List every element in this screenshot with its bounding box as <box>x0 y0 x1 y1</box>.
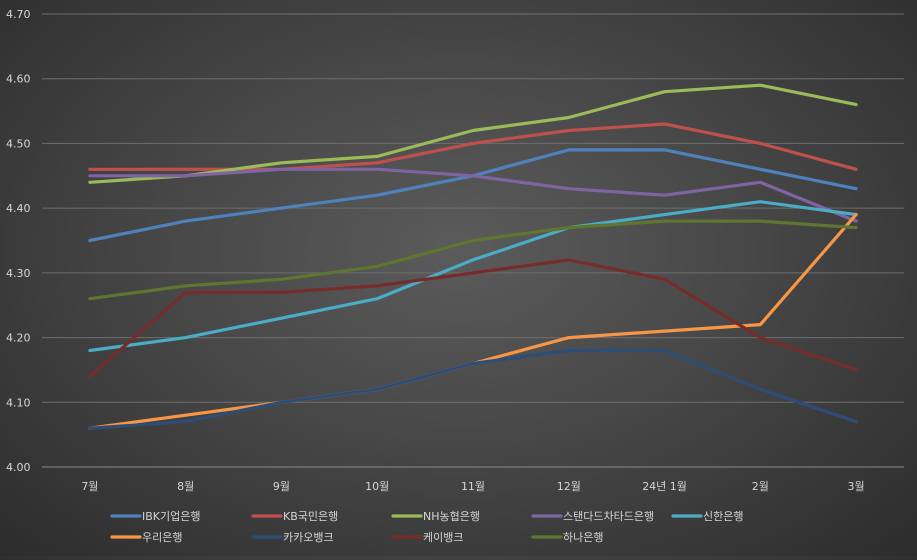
x-tick-label: 8월 <box>177 480 194 493</box>
y-tick-label: 4.30 <box>6 267 31 280</box>
x-tick-label: 9월 <box>273 480 290 493</box>
y-axis-ticks: 4.00 4.10 4.20 4.30 4.40 4.50 4.60 4.70 <box>6 8 31 474</box>
series-line-5 <box>90 215 856 429</box>
legend-label: 하나은행 <box>563 530 603 544</box>
x-tick-label: 10월 <box>365 480 389 493</box>
legend-label: 우리은행 <box>142 531 182 544</box>
series-line-4 <box>90 202 856 351</box>
y-tick-label: 4.10 <box>6 396 31 409</box>
series-lines <box>90 85 856 428</box>
x-tick-label: 24년 1월 <box>642 480 687 493</box>
legend-label: IBK기업은행 <box>142 510 200 523</box>
legend-label: NH농협은행 <box>423 510 480 523</box>
x-tick-label: 3월 <box>848 480 865 493</box>
legend-label: 스탠다드차타드은행 <box>563 510 654 523</box>
x-tick-label: 7월 <box>81 480 98 493</box>
legend-label: 신한은행 <box>703 510 743 523</box>
x-tick-label: 12월 <box>557 480 581 493</box>
y-tick-label: 4.70 <box>6 8 31 21</box>
series-line-6 <box>90 351 856 429</box>
y-tick-label: 4.60 <box>6 73 31 86</box>
legend-label: KB국민은행 <box>283 510 338 523</box>
series-line-7 <box>90 260 856 377</box>
y-tick-label: 4.00 <box>6 461 31 474</box>
series-line-0 <box>90 150 856 241</box>
y-tick-label: 4.50 <box>6 137 31 150</box>
x-tick-label: 11월 <box>461 480 485 493</box>
series-line-3 <box>90 169 856 221</box>
legend-label: 케이뱅크 <box>423 531 463 544</box>
x-tick-label: 2월 <box>752 480 769 493</box>
x-axis-ticks: 7월 8월 9월 10월 11월 12월 24년 1월 2월 3월 <box>81 480 864 493</box>
legend-label: 카카오뱅크 <box>283 531 334 544</box>
y-tick-label: 4.40 <box>6 202 31 215</box>
y-tick-label: 4.20 <box>6 332 31 345</box>
